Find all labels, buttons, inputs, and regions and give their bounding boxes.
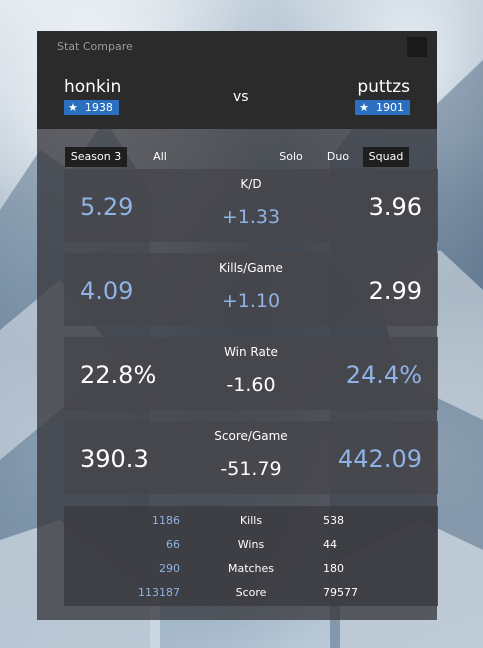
player2-rating: 1901: [376, 101, 404, 114]
stat-title: Score/Game: [214, 429, 288, 443]
summary-table: 1186 Kills 538 66 Wins 44 290 Matches 18…: [64, 506, 438, 606]
header: Stat Compare honkin ★ 1938 vs puttzs ★ 190…: [37, 31, 437, 129]
stat-card-kills-per-game: Kills/Game 4.09 +1.10 2.99: [64, 253, 438, 326]
summary-label: Wins: [237, 538, 265, 551]
stat-difference: -1.60: [226, 374, 276, 396]
summary-label: Kills: [239, 514, 263, 527]
player1-name: honkin: [64, 77, 122, 97]
player1-stat-value: 5.29: [80, 193, 134, 221]
season-selector[interactable]: Season 3: [65, 147, 127, 167]
player2-stat-value: 24.4%: [345, 361, 422, 389]
stat-title: Win Rate: [224, 345, 278, 359]
stat-card-score-per-game: Score/Game 390.3 -51.79 442.09: [64, 421, 438, 494]
player1-rating-badge: ★ 1938: [64, 100, 119, 115]
filter-solo[interactable]: Solo: [279, 150, 303, 163]
stat-difference: +1.33: [221, 206, 281, 228]
player2-total: 79577: [323, 586, 358, 599]
player1-stat-value: 4.09: [80, 277, 134, 305]
summary-label: Matches: [227, 562, 275, 575]
stat-card-win-rate: Win Rate 22.8% -1.60 24.4%: [64, 337, 438, 410]
player2-stat-value: 442.09: [338, 445, 422, 473]
player1-stat-value: 22.8%: [80, 361, 157, 389]
summary-row: 66 Wins 44: [64, 538, 438, 556]
summary-row: 290 Matches 180: [64, 562, 438, 580]
player2-rating-badge: ★ 1901: [355, 100, 410, 115]
stat-card-kd: K/D 5.29 +1.33 3.96: [64, 169, 438, 242]
player1-total: 290: [159, 562, 180, 575]
summary-label: Score: [235, 586, 267, 599]
player1-rating: 1938: [84, 101, 113, 114]
summary-row: 113187 Score 79577: [64, 586, 438, 604]
player1-total: 1186: [152, 514, 180, 527]
player2-stat-value: 3.96: [368, 193, 422, 221]
vs-label: vs: [233, 89, 249, 105]
player1-total: 113187: [138, 586, 180, 599]
player2-stat-value: 2.99: [368, 277, 422, 305]
star-icon: ★: [68, 101, 78, 114]
player2-total: 180: [323, 562, 344, 575]
stat-difference: -51.79: [220, 458, 282, 480]
close-icon[interactable]: [407, 37, 427, 57]
summary-row: 1186 Kills 538: [64, 514, 438, 532]
window-title: Stat Compare: [57, 40, 133, 53]
filter-duo[interactable]: Duo: [326, 150, 350, 163]
star-icon: ★: [359, 101, 369, 114]
player2-total: 538: [323, 514, 344, 527]
stat-title: Kills/Game: [219, 261, 283, 275]
stat-difference: +1.10: [221, 290, 281, 312]
filter-squad[interactable]: Squad: [363, 147, 409, 167]
stat-title: K/D: [240, 177, 262, 191]
player1-stat-value: 390.3: [80, 445, 149, 473]
player1-total: 66: [166, 538, 180, 551]
player2-name: puttzs: [357, 77, 410, 97]
filter-all[interactable]: All: [153, 150, 167, 163]
player2-total: 44: [323, 538, 337, 551]
